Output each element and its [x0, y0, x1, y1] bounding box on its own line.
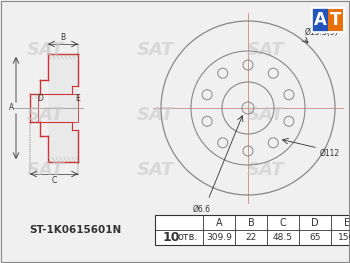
Text: SAT: SAT	[26, 161, 64, 179]
Text: C: C	[280, 218, 286, 227]
Text: T: T	[330, 11, 342, 29]
Bar	[38, 94, 78, 122]
Bar	[312, 8, 344, 32]
Text: SAT: SAT	[26, 41, 64, 59]
Text: SAT: SAT	[136, 41, 174, 59]
Text: SAT: SAT	[136, 106, 174, 124]
Text: SAT: SAT	[246, 41, 284, 59]
Text: SAT: SAT	[246, 161, 284, 179]
Text: B: B	[248, 218, 254, 227]
Bar	[155, 215, 350, 245]
Text: 65: 65	[309, 233, 321, 242]
Text: SAT: SAT	[136, 161, 174, 179]
Text: 22: 22	[245, 233, 257, 242]
Text: A: A	[216, 218, 222, 227]
Bar	[312, 8, 344, 32]
Text: E: E	[344, 218, 350, 227]
Bar	[312, 8, 328, 32]
Text: Ø6.6: Ø6.6	[193, 205, 211, 214]
Text: 48.5: 48.5	[273, 233, 293, 242]
Text: SAT: SAT	[26, 106, 64, 124]
Text: SAT: SAT	[246, 106, 284, 124]
Text: отв.: отв.	[178, 232, 198, 242]
Text: A: A	[314, 11, 327, 29]
Text: D: D	[311, 218, 319, 227]
Text: 150: 150	[338, 233, 350, 242]
Text: B: B	[61, 33, 65, 42]
Text: Ø112: Ø112	[320, 149, 340, 158]
Text: 10: 10	[163, 231, 181, 244]
Bar	[48, 54, 78, 162]
Text: Ø15.3(9): Ø15.3(9)	[305, 28, 339, 37]
Text: D: D	[37, 94, 43, 103]
Text: E: E	[75, 94, 80, 103]
Text: ST-1K0615601N: ST-1K0615601N	[29, 225, 121, 235]
Text: 309.9: 309.9	[206, 233, 232, 242]
Text: A: A	[9, 104, 14, 113]
Text: C: C	[51, 176, 57, 185]
